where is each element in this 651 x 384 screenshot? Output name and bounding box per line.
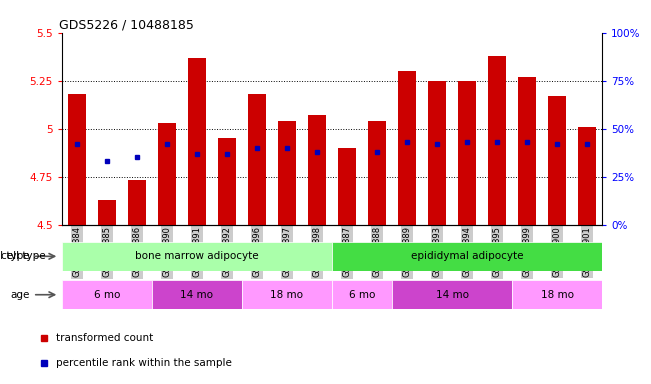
Text: 6 mo: 6 mo [94,290,120,300]
Bar [62,280,152,309]
Bar [428,81,446,225]
Text: cell type: cell type [0,251,30,262]
Bar [392,280,512,309]
Bar [218,138,236,225]
Bar [458,81,476,225]
Text: 6 mo: 6 mo [349,290,375,300]
Text: 14 mo: 14 mo [436,290,469,300]
Text: age: age [10,290,30,300]
Bar [512,280,602,309]
Text: percentile rank within the sample: percentile rank within the sample [56,358,232,368]
Bar [128,180,146,225]
Bar [308,115,326,225]
Text: bone marrow adipocyte: bone marrow adipocyte [135,251,258,262]
Bar [332,280,392,309]
Bar [242,280,332,309]
Bar [368,121,386,225]
Bar [68,94,86,225]
Bar [188,58,206,225]
Bar [62,242,332,271]
Bar [578,127,596,225]
Bar [548,96,566,225]
Bar [248,94,266,225]
Bar [488,56,506,225]
Text: transformed count: transformed count [56,333,153,343]
Bar [332,242,602,271]
Text: cell type: cell type [1,251,46,262]
Bar [518,77,536,225]
Text: 14 mo: 14 mo [180,290,214,300]
Text: epididymal adipocyte: epididymal adipocyte [411,251,523,262]
Text: 18 mo: 18 mo [540,290,574,300]
Bar [152,280,242,309]
Text: GDS5226 / 10488185: GDS5226 / 10488185 [59,18,194,31]
Text: 18 mo: 18 mo [270,290,303,300]
Bar [278,121,296,225]
Bar [398,71,416,225]
Bar [158,123,176,225]
Bar [98,200,116,225]
Bar [338,148,356,225]
